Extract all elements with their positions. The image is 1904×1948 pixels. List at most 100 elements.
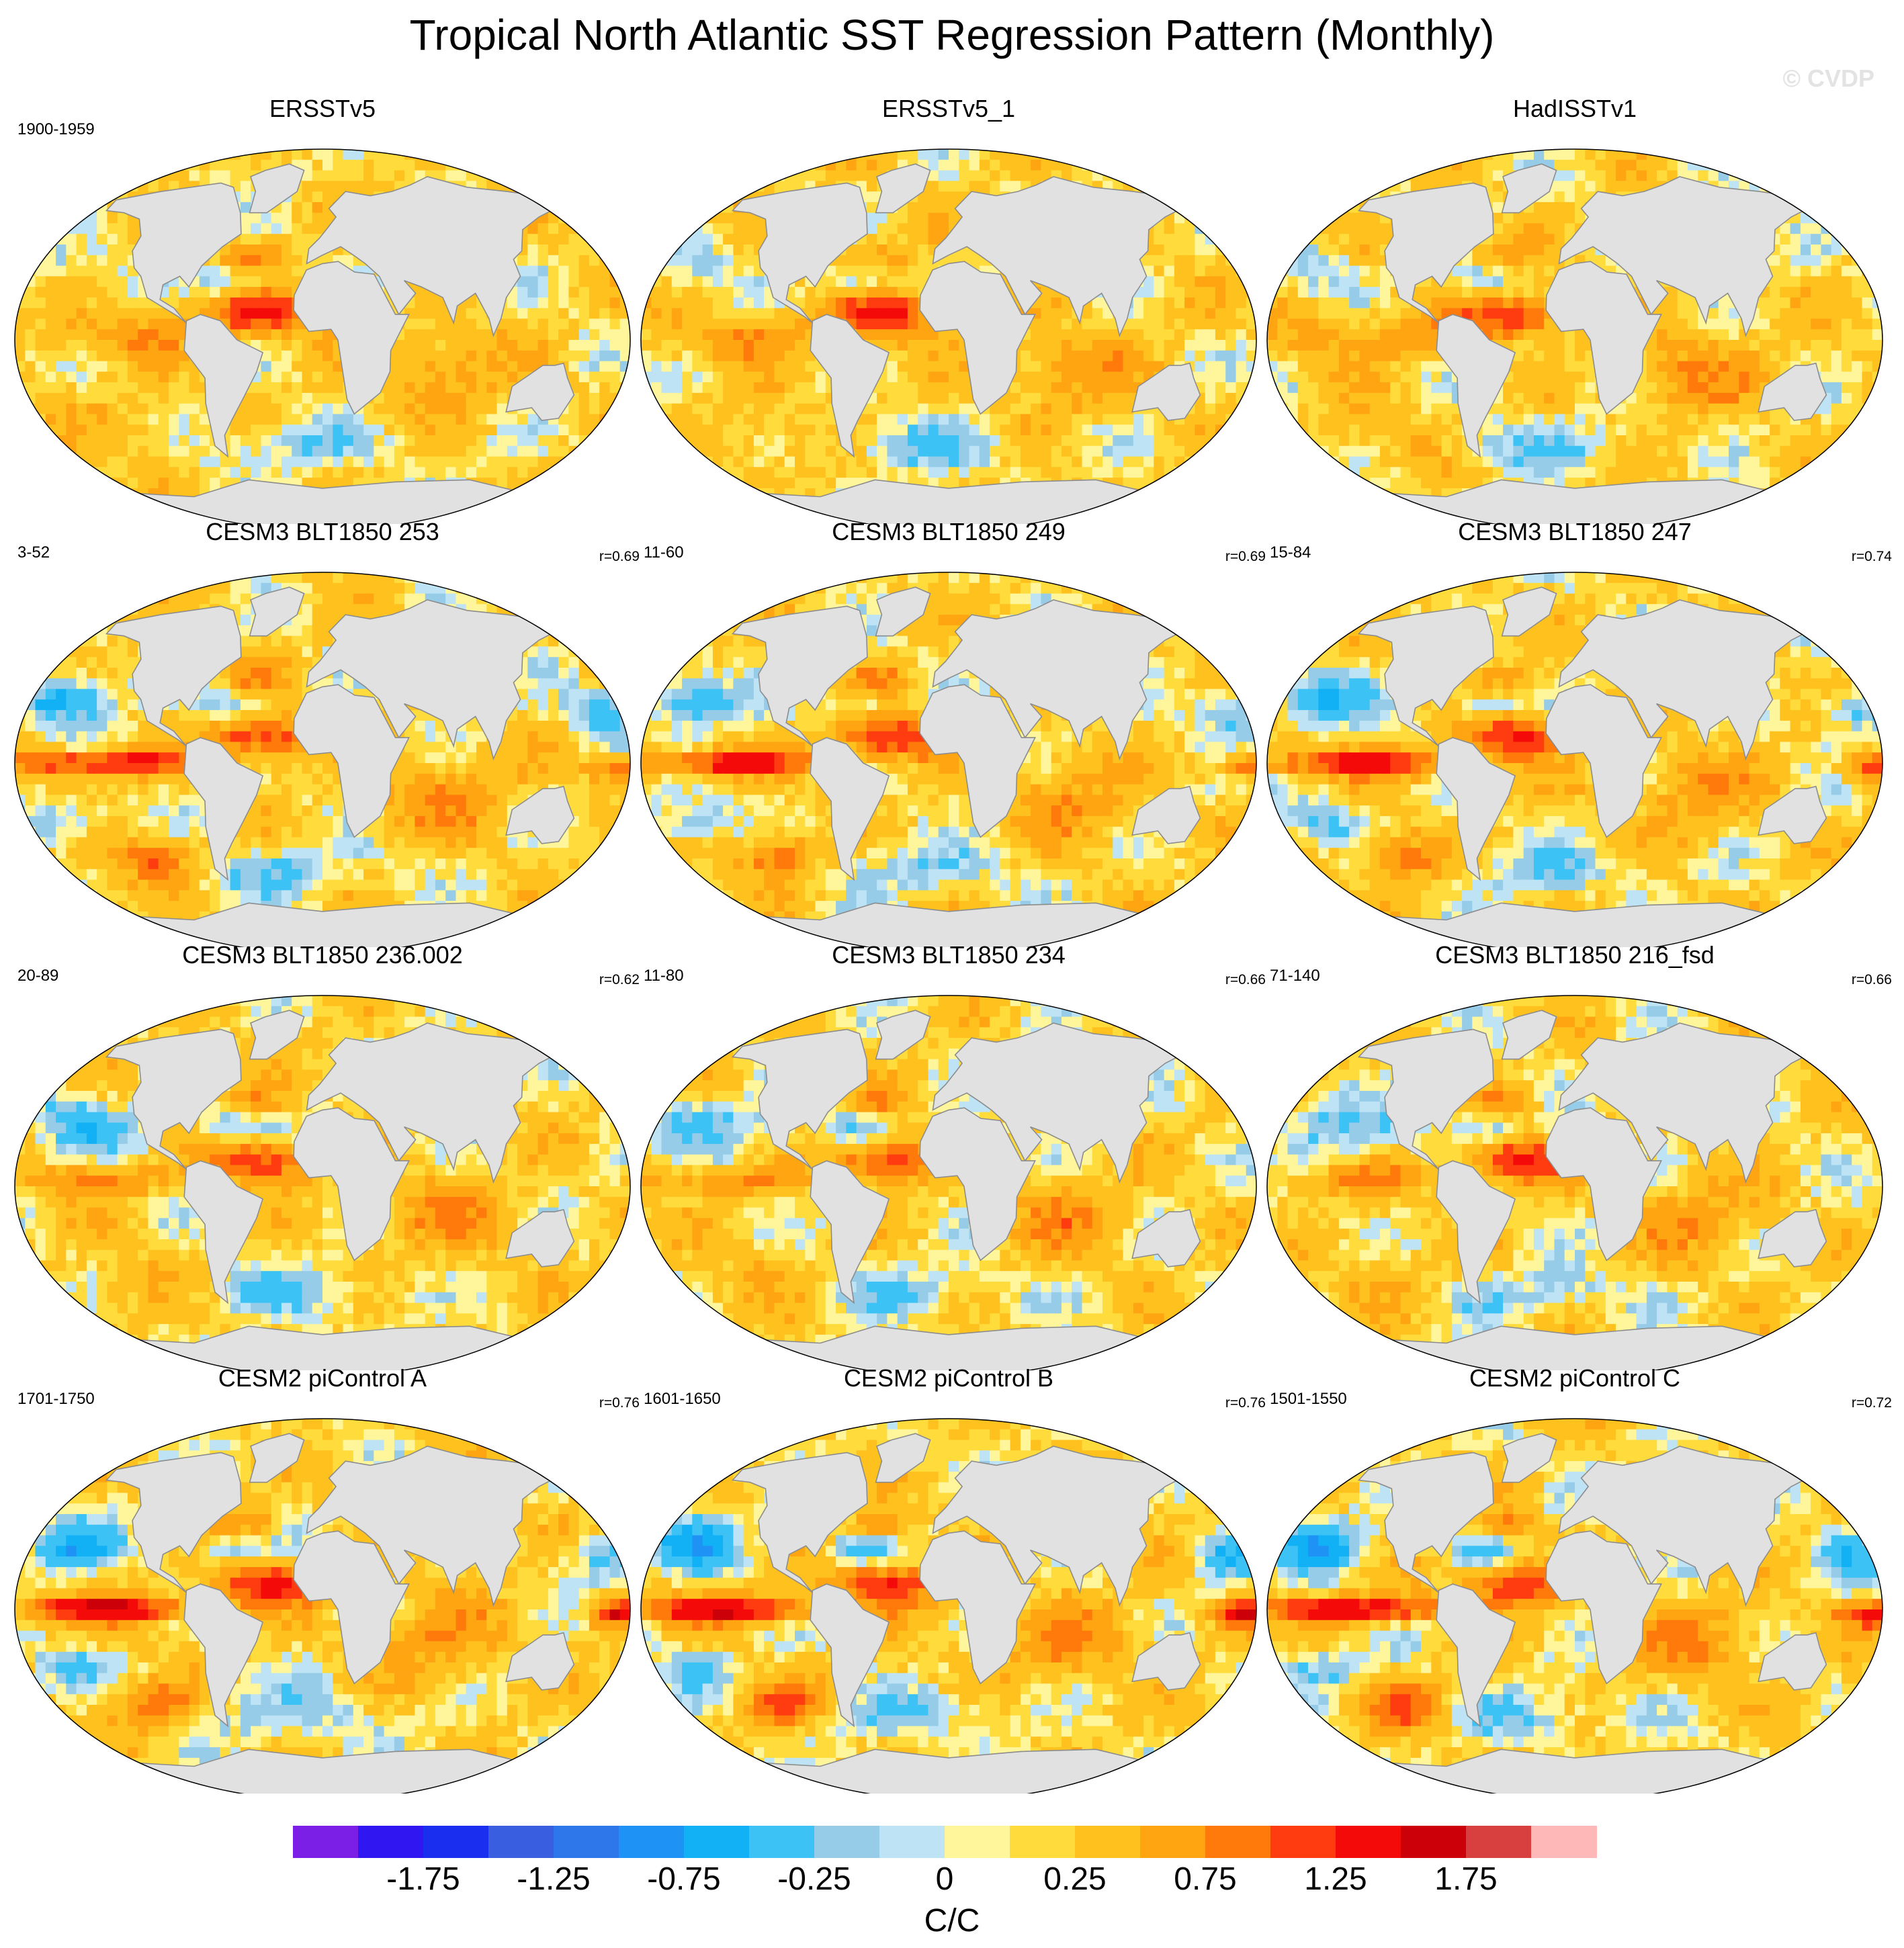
sst-cell bbox=[1677, 149, 1688, 161]
sst-cell bbox=[743, 488, 754, 500]
sst-cell bbox=[435, 414, 446, 425]
sst-cell bbox=[1205, 425, 1216, 436]
sst-cell bbox=[918, 361, 929, 373]
sst-cell bbox=[486, 467, 498, 478]
sst-cell bbox=[578, 255, 590, 267]
sst-cell bbox=[107, 223, 118, 234]
sst-cell bbox=[1061, 318, 1072, 330]
sst-cell bbox=[1072, 467, 1083, 478]
sst-cell bbox=[292, 191, 303, 203]
sst-cell bbox=[425, 308, 436, 320]
sst-cell bbox=[846, 255, 857, 267]
sst-cell bbox=[537, 297, 549, 309]
sst-cell bbox=[1020, 340, 1031, 351]
sst-cell bbox=[1041, 297, 1052, 309]
sst-cell bbox=[599, 392, 611, 404]
sst-cell bbox=[445, 382, 457, 394]
sst-cell bbox=[240, 287, 251, 298]
sst-cell bbox=[907, 255, 918, 267]
sst-cell bbox=[1759, 170, 1770, 182]
sst-cell bbox=[651, 392, 662, 404]
sst-cell bbox=[938, 403, 949, 415]
sst-cell bbox=[753, 223, 765, 234]
sst-cell bbox=[1195, 498, 1206, 511]
sst-cell bbox=[1297, 234, 1309, 245]
sst-cell bbox=[1061, 170, 1072, 182]
sst-cell bbox=[1492, 245, 1504, 256]
sst-cell bbox=[1000, 159, 1011, 171]
sst-cell bbox=[907, 435, 918, 447]
sst-cell bbox=[1616, 170, 1627, 182]
sst-cell bbox=[918, 425, 929, 436]
sst-cell bbox=[682, 488, 693, 500]
sst-cell bbox=[537, 245, 549, 256]
sst-cell bbox=[138, 414, 149, 425]
sst-cell bbox=[517, 181, 529, 192]
sst-cell bbox=[127, 425, 138, 436]
sst-cell bbox=[795, 392, 806, 404]
sst-cell bbox=[25, 159, 36, 171]
sst-cell bbox=[486, 392, 498, 404]
sst-cell bbox=[558, 435, 570, 447]
sst-cell bbox=[1205, 498, 1216, 511]
sst-cell bbox=[66, 265, 77, 277]
sst-cell bbox=[240, 223, 251, 234]
sst-cell bbox=[251, 382, 262, 394]
sst-cell bbox=[322, 478, 334, 489]
sst-cell bbox=[1698, 149, 1709, 161]
sst-cell bbox=[251, 287, 262, 298]
sst-cell bbox=[158, 435, 169, 447]
sst-cell bbox=[281, 456, 292, 468]
sst-cell bbox=[537, 435, 549, 447]
sst-cell bbox=[1061, 414, 1072, 425]
sst-cell bbox=[374, 414, 385, 425]
sst-cell bbox=[702, 467, 713, 478]
sst-cell bbox=[928, 382, 939, 394]
sst-cell bbox=[476, 371, 488, 383]
sst-cell bbox=[969, 467, 980, 478]
sst-cell bbox=[292, 371, 303, 383]
sst-cell bbox=[251, 425, 262, 436]
sst-cell bbox=[1790, 159, 1801, 171]
sst-cell bbox=[1020, 170, 1031, 182]
sst-cell bbox=[1379, 234, 1391, 245]
sst-cell bbox=[1154, 340, 1165, 351]
sst-cell bbox=[302, 445, 313, 457]
sst-cell bbox=[476, 329, 488, 341]
sst-cell bbox=[66, 276, 77, 287]
sst-cell bbox=[496, 382, 508, 394]
sst-cell bbox=[979, 445, 990, 457]
sst-cell bbox=[199, 265, 210, 277]
sst-cell bbox=[35, 170, 46, 182]
sst-cell bbox=[1318, 159, 1330, 171]
sst-cell bbox=[1379, 149, 1391, 161]
sst-cell bbox=[907, 340, 918, 351]
sst-cell bbox=[619, 414, 630, 425]
sst-cell bbox=[251, 435, 262, 447]
sst-cell bbox=[753, 361, 765, 373]
sst-cell bbox=[1852, 170, 1863, 182]
sst-cell bbox=[302, 223, 313, 234]
sst-cell bbox=[949, 478, 960, 489]
sst-cell bbox=[527, 425, 539, 436]
sst-cell bbox=[723, 414, 734, 425]
sst-cell bbox=[179, 361, 190, 373]
sst-cell bbox=[107, 287, 118, 298]
sst-cell bbox=[1369, 255, 1381, 267]
sst-cell bbox=[496, 392, 508, 404]
sst-cell bbox=[784, 392, 795, 404]
sst-cell bbox=[1031, 350, 1042, 362]
sst-cell bbox=[651, 414, 662, 425]
sst-cell bbox=[764, 456, 775, 468]
sst-cell bbox=[1143, 445, 1155, 457]
sst-cell bbox=[1698, 170, 1709, 182]
sst-cell bbox=[517, 297, 529, 309]
sst-cell bbox=[1236, 287, 1247, 298]
sst-cell bbox=[404, 445, 416, 457]
sst-cell bbox=[753, 382, 765, 394]
sst-cell bbox=[907, 382, 918, 394]
sst-cell bbox=[918, 245, 929, 256]
sst-cell bbox=[568, 245, 580, 256]
sst-cell bbox=[805, 435, 816, 447]
sst-cell bbox=[702, 350, 713, 362]
